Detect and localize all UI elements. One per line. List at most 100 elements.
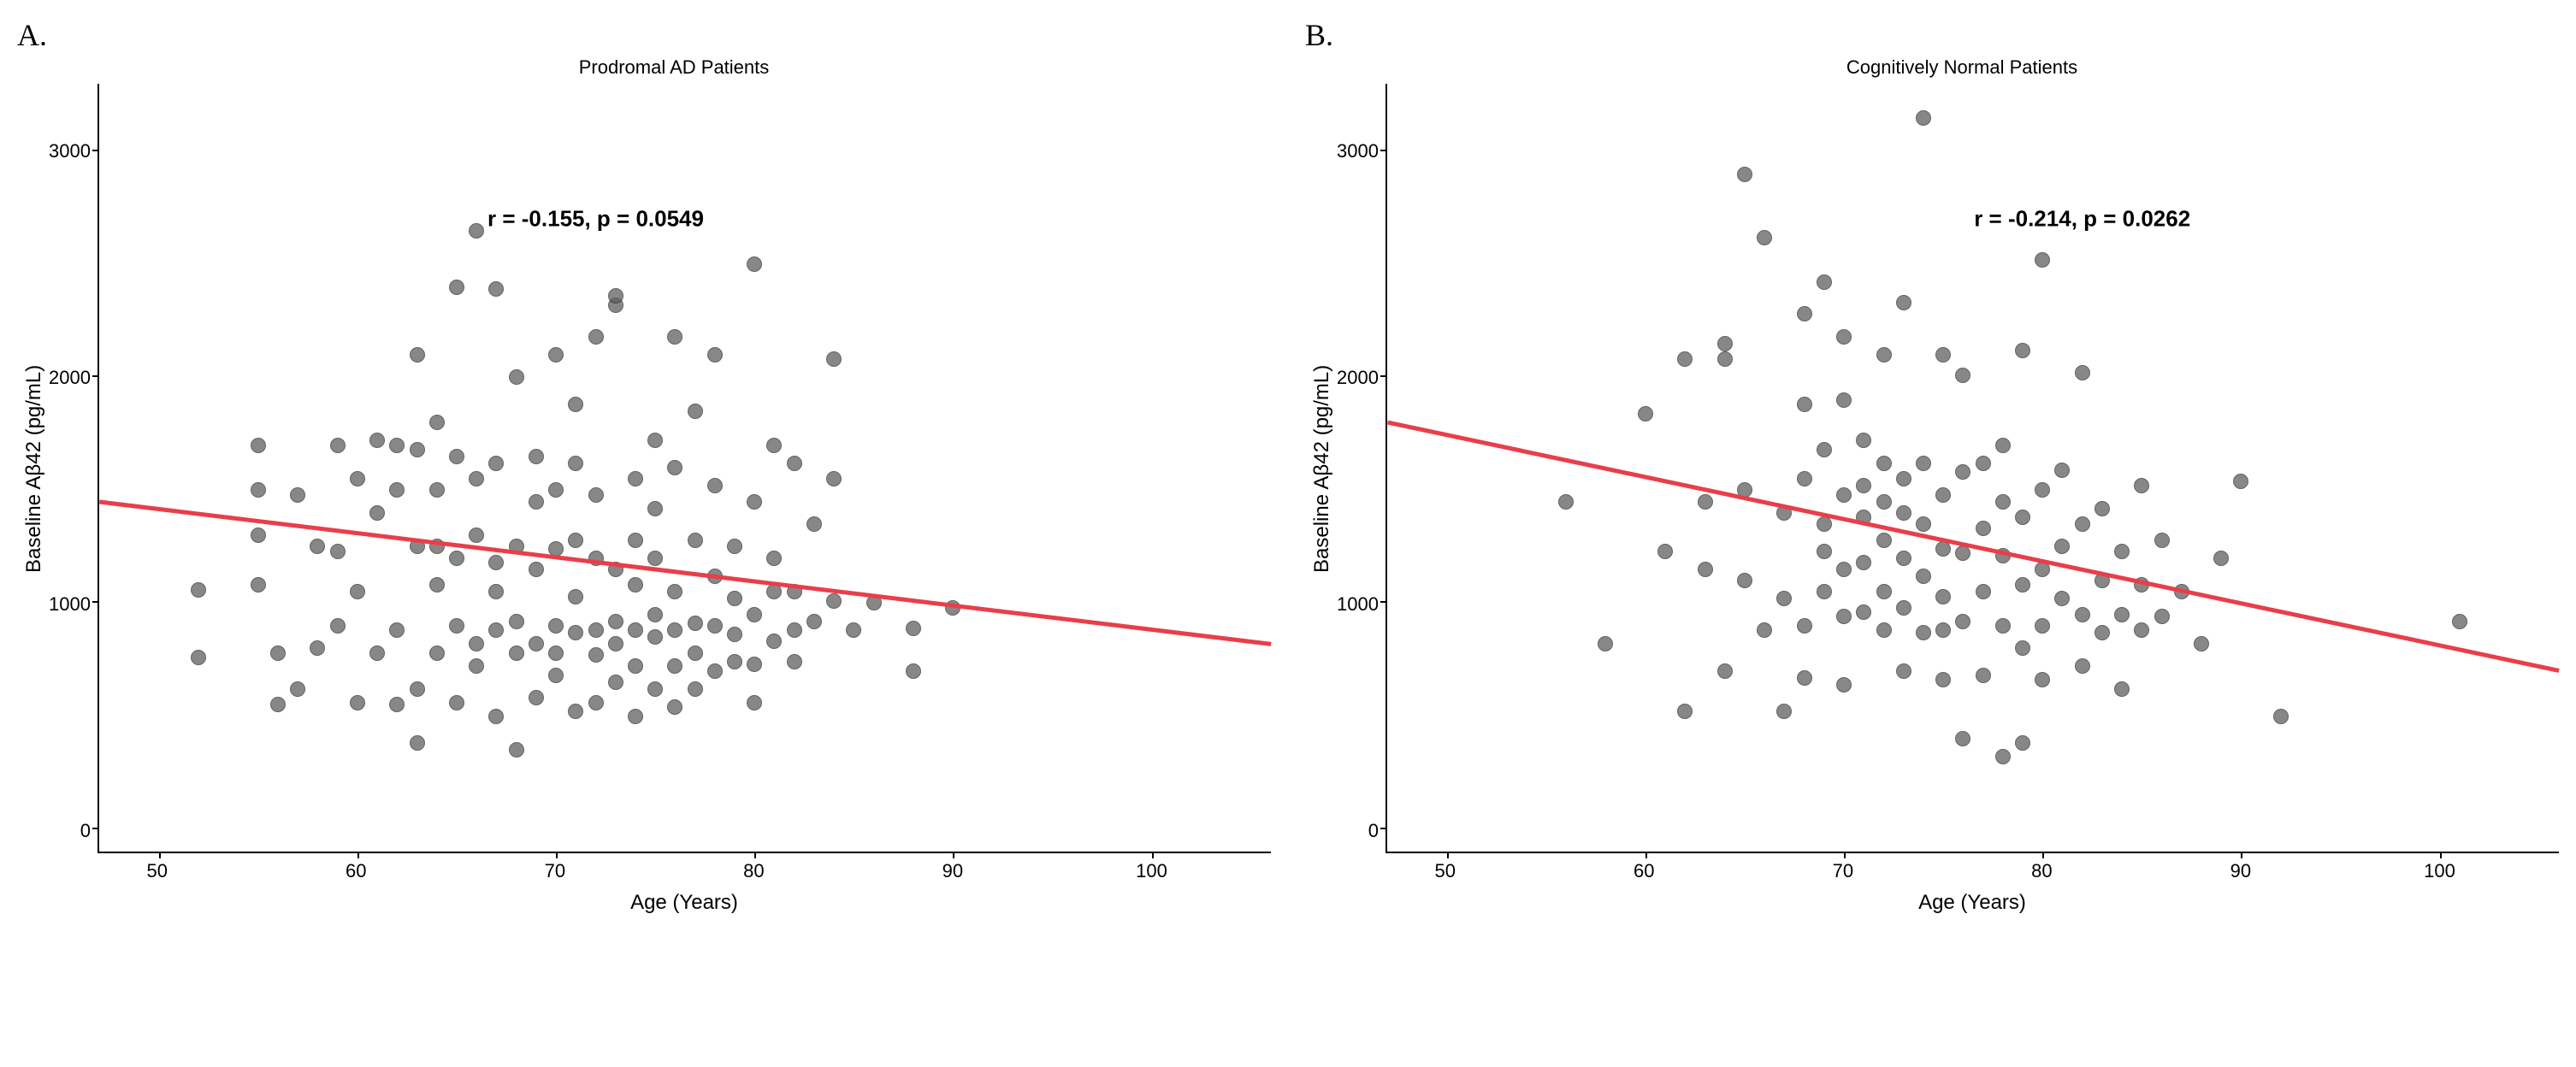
scatter-point [766,438,782,453]
scatter-point [588,622,604,638]
scatter-point [667,584,682,599]
chart-b-ylabel: Baseline Aβ42 (pg/mL) [1305,84,1334,853]
scatter-point [2154,533,2170,548]
scatter-point [488,709,504,724]
scatter-point [1638,406,1653,421]
x-tick-label: 80 [2031,860,2052,882]
scatter-point [2134,478,2149,493]
scatter-point [488,555,504,570]
scatter-point [1935,622,1951,638]
scatter-point [2015,735,2030,751]
scatter-point [1995,438,2011,453]
scatter-point [429,646,445,661]
trend-line [1387,421,2560,673]
trend-line [99,499,1272,646]
scatter-point [688,681,703,697]
scatter-point [429,577,445,592]
x-tick-label: 70 [545,860,565,882]
scatter-point [1817,442,1832,457]
scatter-point [806,516,822,532]
scatter-point [2134,622,2149,638]
scatter-point [1856,433,1871,448]
correlation-annotation: r = -0.155, p = 0.0549 [487,206,704,233]
scatter-point [787,622,802,638]
scatter-point [826,351,842,367]
scatter-point [429,482,445,498]
scatter-point [488,584,504,599]
scatter-point [1876,584,1892,599]
x-tick-label: 70 [1833,860,1853,882]
scatter-point [469,471,484,486]
scatter-point [727,654,742,669]
scatter-point [846,622,861,638]
scatter-point [707,347,723,363]
scatter-point [1558,494,1574,510]
scatter-point [1876,456,1892,471]
x-tick-label: 90 [2230,860,2251,882]
scatter-point [251,482,266,498]
scatter-point [826,471,842,486]
scatter-point [1817,544,1832,559]
chart-a-ylabel: Baseline Aβ42 (pg/mL) [17,84,46,853]
scatter-point [270,646,286,661]
panel-b: B. Cognitively Normal Patients Baseline … [1305,17,2559,915]
scatter-point [410,681,425,697]
scatter-point [2054,591,2070,606]
scatter-point [1876,533,1892,548]
scatter-point [568,625,583,640]
scatter-point [707,478,723,493]
scatter-point [330,544,346,559]
scatter-point [1836,487,1852,503]
scatter-point [1817,274,1832,290]
scatter-point [806,614,822,629]
scatter-point [1976,456,1991,471]
chart-a-xticks: 5060708090100 [97,860,1271,886]
scatter-point [747,494,762,510]
scatter-point [1757,622,1772,638]
scatter-point [290,487,305,503]
x-tick-label: 50 [147,860,168,882]
scatter-point [1955,368,1970,383]
scatter-point [548,668,564,683]
scatter-point [2094,625,2110,640]
scatter-point [1876,494,1892,510]
x-tick-label: 80 [743,860,764,882]
scatter-point [270,697,286,712]
panel-a-label: A. [17,17,1271,53]
scatter-point [2273,709,2289,724]
chart-b-xlabel: Age (Years) [1385,891,2559,915]
scatter-point [1976,668,1991,683]
scatter-point [389,482,405,498]
scatter-point [1817,584,1832,599]
scatter-point [1698,494,1713,510]
scatter-point [1776,704,1792,719]
scatter-point [1876,622,1892,638]
scatter-point [2015,577,2030,592]
x-tick-label: 50 [1435,860,1456,882]
scatter-point [1737,573,1752,588]
scatter-point [2094,501,2110,516]
scatter-point [1955,731,1970,746]
scatter-point [251,438,266,453]
scatter-point [1598,636,1613,651]
scatter-point [1955,614,1970,629]
scatter-point [647,501,663,516]
chart-b: Cognitively Normal Patients Baseline Aβ4… [1305,56,2559,915]
scatter-point [707,663,723,679]
scatter-point [608,636,623,651]
scatter-point [310,539,325,554]
scatter-point [2075,365,2090,380]
correlation-annotation: r = -0.214, p = 0.0262 [1974,206,2190,233]
chart-b-title: Cognitively Normal Patients [1365,56,2559,79]
scatter-point [826,593,842,609]
scatter-point [488,456,504,471]
scatter-point [2114,681,2130,697]
chart-a-yticks: 3000200010000 [46,84,97,853]
scatter-point [191,582,206,598]
scatter-point [350,471,365,486]
scatter-point [2213,551,2229,566]
scatter-point [747,657,762,672]
scatter-point [350,695,365,710]
scatter-point [588,329,604,345]
x-tick-label: 100 [2424,860,2455,882]
